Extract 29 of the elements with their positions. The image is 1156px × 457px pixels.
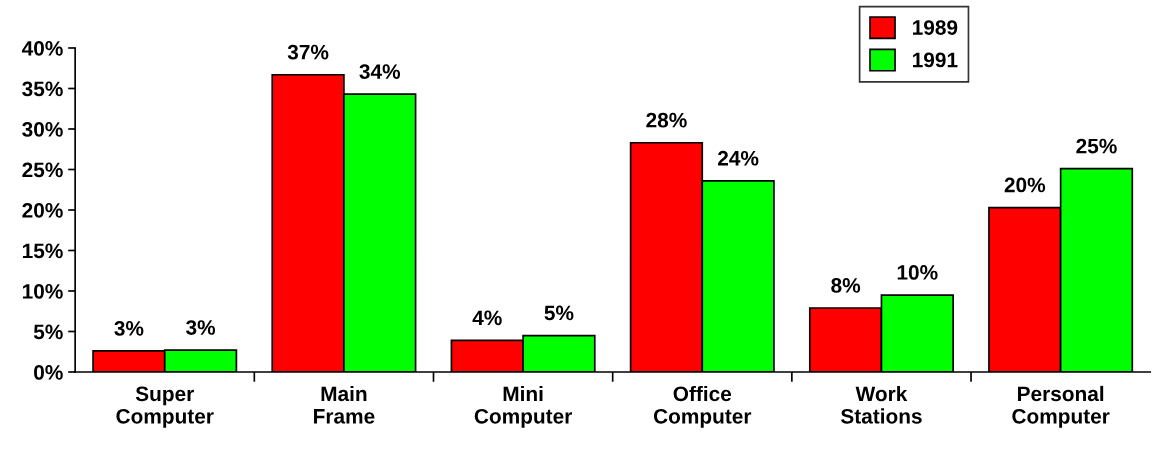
data-label: 37% [287, 44, 329, 60]
data-label: 34% [359, 64, 401, 79]
data-label: 28% [646, 112, 687, 128]
y-tick-label: 5% [33, 324, 63, 340]
legend-label: 1989 [913, 20, 958, 35]
data-label: 25% [1076, 138, 1117, 154]
x-tick-label: Mini Computer [474, 385, 572, 428]
data-label: 5% [544, 305, 574, 321]
data-label: 3% [114, 320, 144, 336]
y-tick-label: 30% [22, 121, 63, 137]
data-label: 4% [472, 310, 502, 326]
data-label: 20% [1004, 177, 1046, 193]
y-tick-label: 40% [21, 40, 63, 56]
data-label: 24% [717, 150, 759, 166]
y-tick-label: 15% [22, 243, 63, 259]
data-label: 3% [185, 320, 216, 335]
y-tick-label: 25% [22, 162, 63, 178]
y-tick-label: 35% [22, 81, 63, 97]
x-tick-label: Work Stations [840, 385, 922, 424]
data-label: 10% [897, 265, 938, 280]
legend-label: 1991 [913, 52, 958, 68]
x-tick-label: Super Computer [116, 386, 214, 428]
x-tick-label: Office Computer [653, 385, 752, 428]
y-tick-label: 0% [34, 365, 63, 380]
x-tick-label: Personal Computer [1012, 385, 1110, 428]
data-label: 8% [831, 278, 861, 293]
y-tick-label: 20% [22, 202, 63, 218]
x-tick-label: Main Frame [314, 385, 375, 424]
y-tick-label: 10% [22, 284, 63, 299]
